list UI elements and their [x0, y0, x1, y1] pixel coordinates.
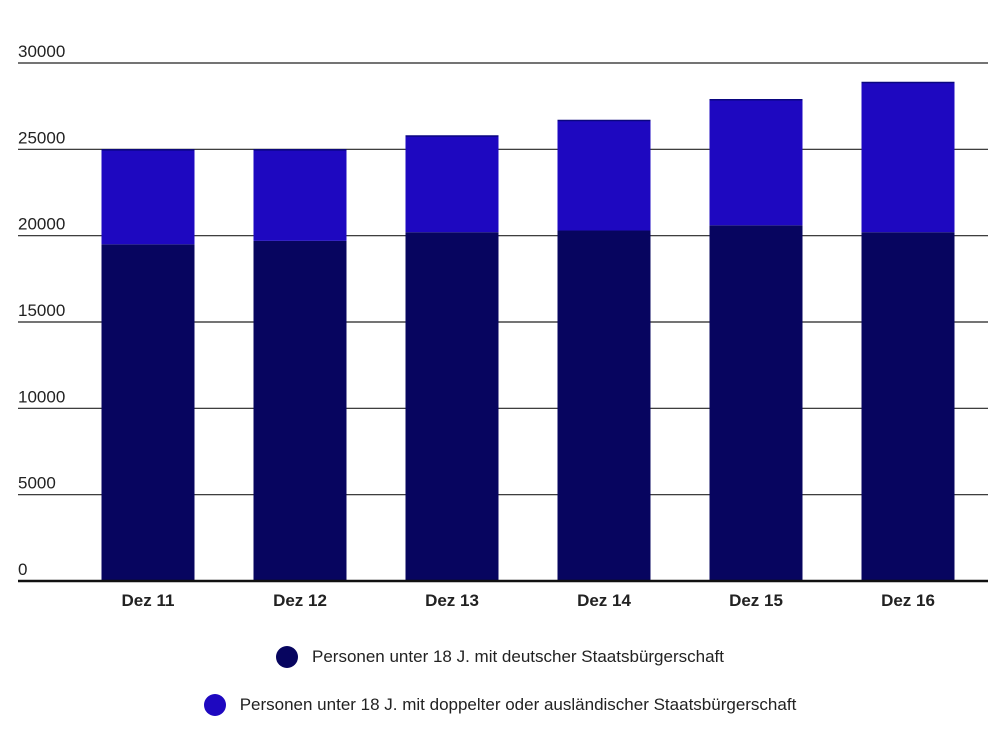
bar-dez-15-series-1: [709, 99, 803, 226]
x-tick-label-dez-16: Dez 16: [881, 591, 935, 610]
x-tick-label-dez-12: Dez 12: [273, 591, 327, 610]
y-tick-label-0: 0: [18, 560, 27, 579]
y-tick-label-25000: 25000: [18, 128, 65, 147]
y-tick-label-10000: 10000: [18, 387, 65, 406]
bar-dez-13-series-1: [405, 135, 499, 233]
bar-dez-13-series-0: [405, 232, 499, 582]
x-tick-label-dez-11: Dez 11: [122, 591, 175, 610]
stacked-bar-chart: 0 5000 10000 15000 20000 25000 30000 Dez 11 Dez …: [18, 42, 988, 610]
bar-dez-11-series-0: [101, 244, 195, 582]
legend-label-german: Personen unter 18 J. mit deutscher Staat…: [311, 647, 724, 666]
y-tick-label-30000: 30000: [18, 42, 65, 61]
legend-item-foreign: Personen unter 18 J. mit doppelter oder …: [0, 694, 1000, 716]
bars: [101, 81, 955, 582]
legend-marker-german: [275, 646, 298, 668]
x-tick-label-dez-14: Dez 14: [577, 591, 631, 610]
y-tick-label-5000: 5000: [18, 474, 56, 493]
bar-dez-11-series-1: [101, 149, 195, 245]
bar-dez-14-series-0: [557, 230, 651, 581]
bar-dez-16-series-0: [861, 232, 955, 582]
bar-dez-12-series-0: [253, 240, 347, 581]
legend-marker-foreign: [203, 694, 226, 716]
y-tick-label-15000: 15000: [18, 301, 65, 320]
x-tick-label-dez-13: Dez 13: [425, 591, 479, 610]
bar-dez-14-series-1: [557, 119, 651, 231]
bar-dez-16-series-1: [861, 81, 955, 233]
y-tick-label-20000: 20000: [18, 215, 65, 234]
legend-label-foreign: Personen unter 18 J. mit doppelter oder …: [239, 695, 797, 714]
x-tick-label-dez-15: Dez 15: [729, 591, 783, 610]
legend-item-german: Personen unter 18 J. mit deutscher Staat…: [0, 646, 1000, 668]
bar-dez-15-series-0: [709, 225, 803, 581]
bar-dez-12-series-1: [253, 149, 347, 241]
axes: 0 5000 10000 15000 20000 25000 30000 Dez 11 Dez …: [18, 42, 988, 610]
